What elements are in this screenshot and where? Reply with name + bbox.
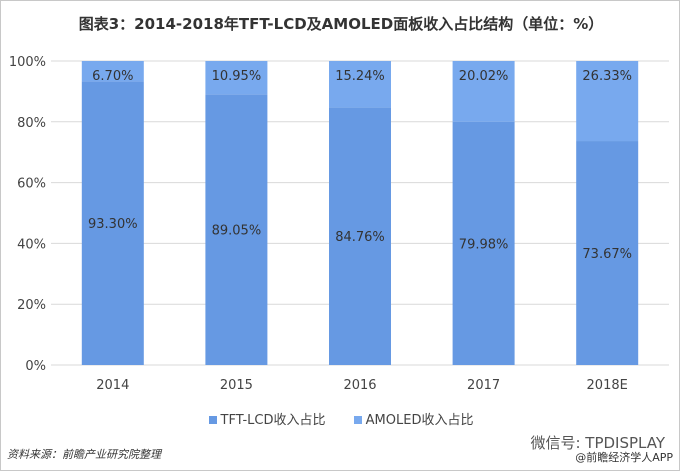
bar-amoled [329,61,391,108]
wechat-watermark: 微信号: TPDISPLAY [530,434,665,452]
legend: TFT-LCD收入占比 AMOLED收入占比 [1,409,679,428]
source-note: 资料来源：前瞻产业研究院整理 [7,448,161,461]
bar-tft [576,141,639,365]
data-label: 93.30% [88,217,138,232]
data-label: 20.02% [459,69,509,84]
data-label: 15.24% [335,69,385,84]
bar-tft [205,94,268,366]
bar-tft [329,107,391,366]
bar-amoled [452,61,515,122]
bar-amoled [205,61,268,95]
y-tick-label: 80% [17,116,46,131]
app-credit: @前瞻经济学人APP [575,451,673,464]
x-tick-label: 2016 [343,378,376,393]
bar-amoled [81,61,144,82]
data-label: 10.95% [212,69,262,84]
y-tick-label: 0% [25,359,46,374]
bar-tft [81,81,144,366]
legend-item-amoled: AMOLED收入占比 [353,409,474,428]
bar-tft [452,121,515,365]
data-label: 84.76% [335,230,385,245]
y-tick-label: 40% [17,237,46,252]
y-tick-label: 20% [17,298,46,313]
y-tick-label: 100% [9,55,46,70]
data-label: 73.67% [582,247,632,262]
x-tick-label: 2014 [96,378,129,393]
legend-label-tft: TFT-LCD收入占比 [220,413,326,428]
legend-swatch-tft [208,416,217,424]
data-label: 79.98% [459,237,509,252]
chart-title: 图表3：2014-2018年TFT-LCD及AMOLED面板收入占比结构（单位：… [78,15,604,33]
x-tick-label: 2018E [587,378,628,393]
legend-item-tft: TFT-LCD收入占比 [208,409,326,428]
data-label: 89.05% [212,224,262,239]
y-tick-label: 60% [17,177,46,192]
legend-label-amoled: AMOLED收入占比 [365,413,474,428]
data-label: 26.33% [582,69,632,84]
bar-amoled [576,61,639,142]
data-label: 6.70% [92,69,133,84]
legend-swatch-amoled [353,416,362,424]
x-tick-label: 2015 [220,378,253,393]
x-tick-label: 2017 [467,378,500,393]
